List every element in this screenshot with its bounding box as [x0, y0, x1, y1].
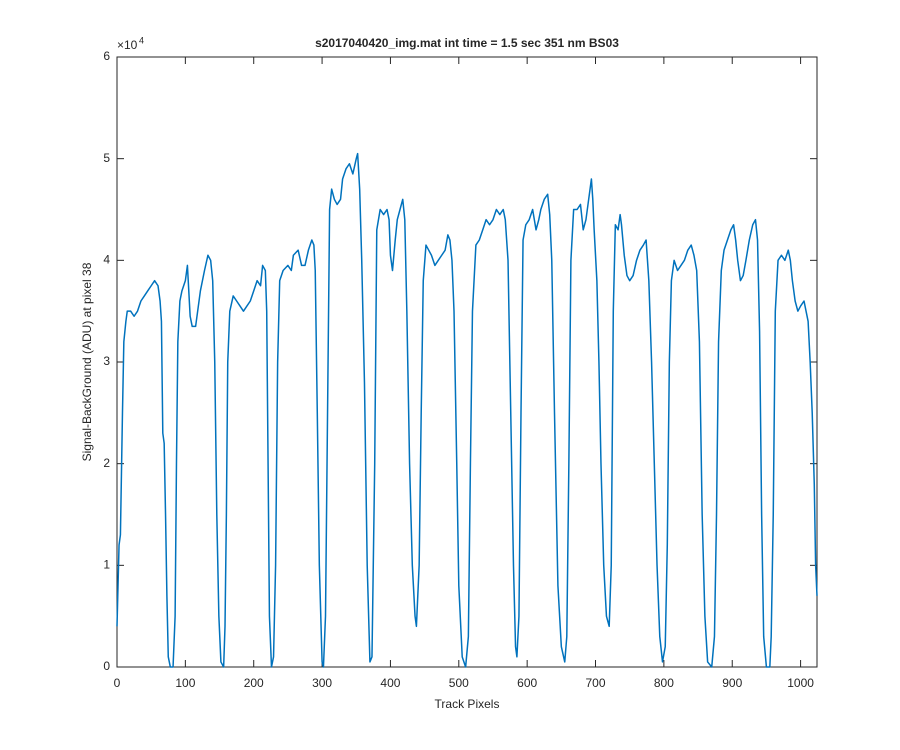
y-tick-label: 6: [103, 49, 110, 63]
y-multiplier: ×10: [117, 38, 138, 52]
x-tick-label: 0: [114, 676, 121, 690]
data-line: [116, 152, 818, 668]
y-tick-label: 1: [103, 558, 110, 572]
x-tick-label: 100: [175, 676, 195, 690]
x-tick-label: 1000: [787, 676, 814, 690]
x-tick-label: 800: [654, 676, 674, 690]
chart-title: s2017040420_img.mat int time = 1.5 sec 3…: [315, 36, 619, 50]
axes-box: [116, 56, 818, 668]
y-tick-label: 3: [103, 354, 110, 368]
x-axis-label: Track Pixels: [435, 697, 500, 711]
y-tick-label: 2: [103, 456, 110, 470]
x-tick-label: 500: [449, 676, 469, 690]
x-tick-label: 700: [586, 676, 606, 690]
y-multiplier-power: 4: [139, 35, 144, 45]
x-tick-label: 900: [722, 676, 742, 690]
y-tick-label: 4: [103, 253, 110, 267]
x-tick-label: 600: [517, 676, 537, 690]
y-axis-label: Signal-BackGround (ADU) at pixel 38: [80, 262, 94, 461]
y-tick-label: 5: [103, 151, 110, 165]
x-tick-label: 300: [312, 676, 332, 690]
x-tick-label: 200: [244, 676, 264, 690]
x-tick-label: 400: [380, 676, 400, 690]
y-tick-label: 0: [103, 659, 110, 673]
